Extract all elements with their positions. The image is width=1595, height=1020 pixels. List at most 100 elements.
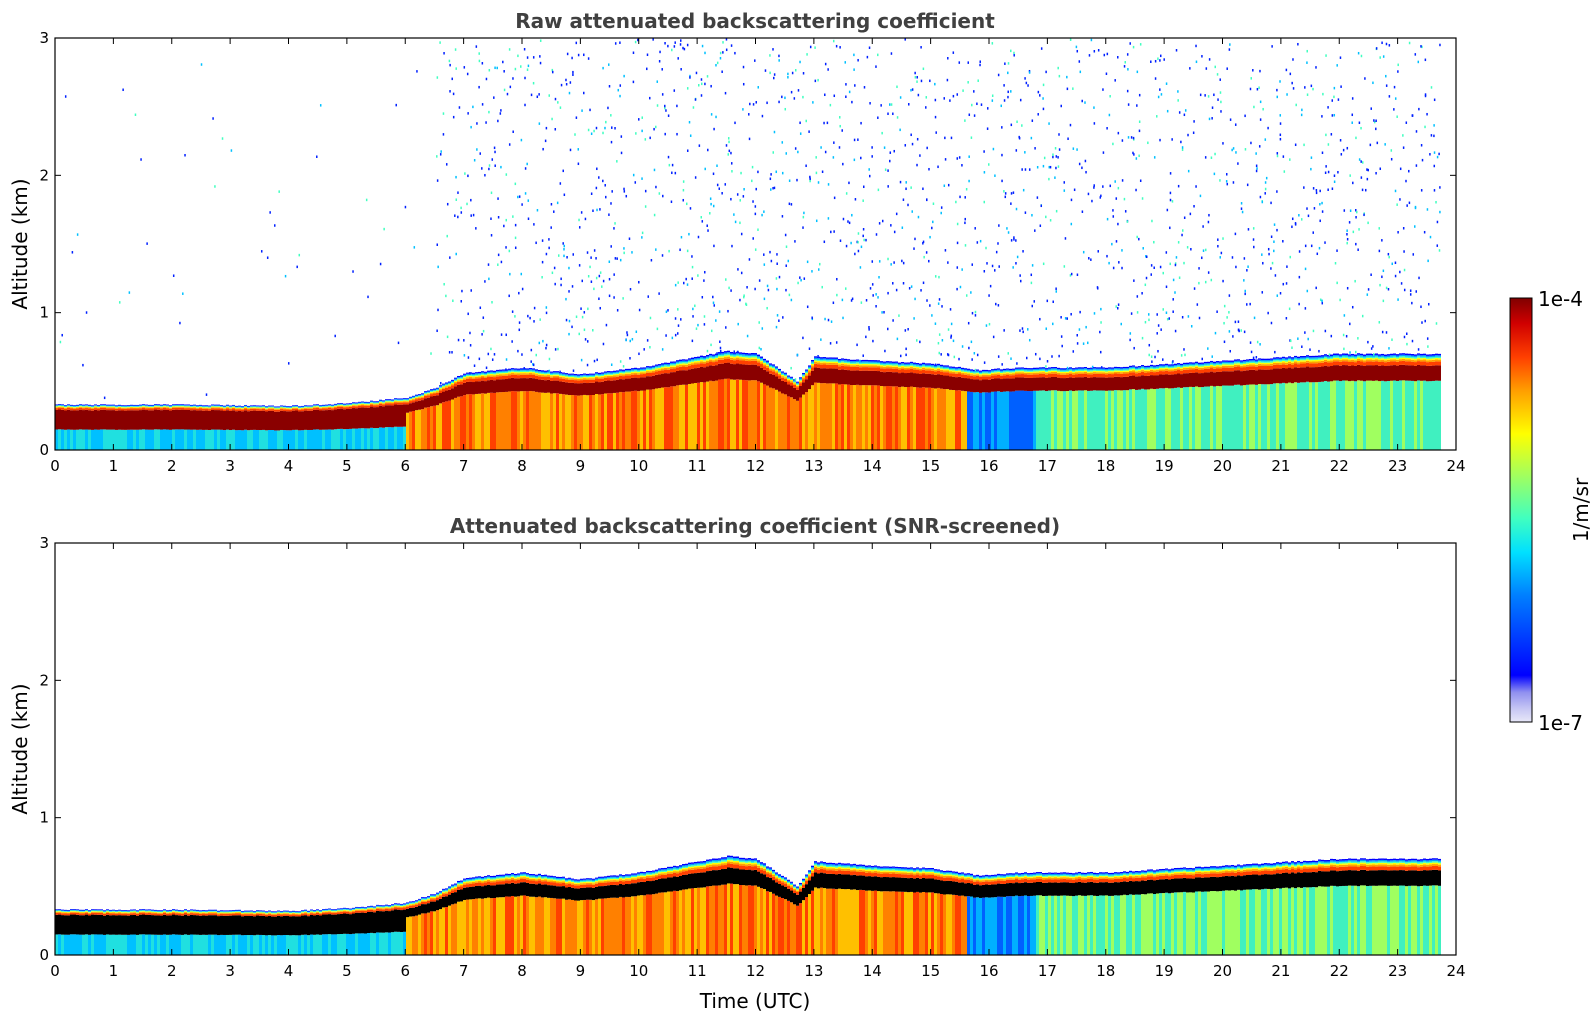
noise-point	[821, 170, 824, 174]
noise-point	[1162, 271, 1164, 275]
cell-edge	[568, 378, 571, 380]
cell-edge	[682, 364, 685, 367]
noise-point	[623, 74, 625, 78]
cell-edge	[1012, 375, 1015, 379]
cell-edge	[1084, 373, 1087, 377]
noise-point	[1042, 164, 1045, 168]
cell-edge	[334, 404, 337, 406]
cell-core	[550, 380, 553, 394]
cell-edge	[274, 407, 277, 408]
cell-edge	[679, 363, 682, 366]
cell-edge	[355, 403, 358, 405]
cell-edge	[697, 359, 700, 361]
data-column	[898, 96, 902, 450]
noise-point	[1081, 99, 1083, 103]
cell-edge	[841, 362, 844, 364]
cell-low	[1177, 387, 1180, 450]
cell-edge	[442, 388, 445, 392]
noise-point	[784, 96, 786, 100]
data-column	[538, 39, 542, 450]
cell-edge	[721, 353, 724, 355]
noise-point	[527, 199, 530, 202]
cell-edge	[1060, 374, 1063, 379]
cell-low	[382, 427, 385, 450]
cell-low	[685, 384, 688, 450]
cell-edge	[931, 367, 934, 369]
cell-edge	[193, 408, 196, 411]
cell-edge	[598, 375, 601, 377]
cell-low	[265, 430, 268, 450]
cell-edge	[1153, 369, 1156, 371]
cell-core	[1216, 371, 1219, 386]
cell-edge	[775, 368, 778, 371]
cell-edge	[142, 405, 145, 407]
cell-edge	[649, 371, 652, 373]
cell-edge	[1060, 369, 1063, 371]
noise-point	[1049, 219, 1052, 222]
data-column	[274, 224, 277, 450]
cell-edge	[1096, 367, 1099, 369]
cell-core	[409, 403, 412, 412]
data-column	[760, 114, 764, 450]
cell-edge	[712, 357, 715, 359]
cell-edge	[1198, 369, 1201, 374]
cell-edge	[820, 362, 823, 365]
noise-point	[520, 272, 523, 276]
cell-edge	[700, 363, 703, 367]
data-column	[991, 42, 995, 450]
cell-edge	[913, 363, 916, 366]
cell-edge	[640, 372, 643, 375]
cell-edge	[1054, 371, 1057, 374]
cell-core	[673, 372, 676, 387]
cell-low	[505, 391, 508, 450]
noise-point	[503, 224, 505, 228]
cell-edge	[973, 374, 976, 377]
cell-edge	[349, 405, 352, 406]
cell-edge	[1075, 370, 1078, 372]
noise-point	[1136, 311, 1139, 314]
cell-edge	[544, 375, 547, 378]
cell-low	[73, 429, 76, 450]
data-column	[337, 403, 340, 450]
cell-edge	[331, 406, 334, 407]
cell-edge	[583, 374, 586, 376]
data-column	[1051, 153, 1054, 450]
cell-edge	[238, 409, 241, 411]
cell-edge	[229, 405, 232, 407]
noise-point	[905, 347, 907, 351]
noise-point	[457, 215, 459, 219]
cell-edge	[721, 356, 724, 358]
cell-edge	[193, 404, 196, 406]
cell-core	[205, 410, 208, 430]
cell-edge	[739, 352, 742, 354]
cell-edge	[631, 373, 634, 375]
data-column	[1024, 77, 1028, 450]
cell-low	[574, 395, 577, 450]
cell-edge	[337, 405, 340, 407]
noise-point	[730, 44, 733, 47]
noise-point	[518, 321, 521, 324]
data-column	[1060, 104, 1063, 450]
cell-low	[844, 384, 847, 450]
cell-edge	[253, 407, 256, 408]
data-column	[301, 405, 304, 450]
data-column	[298, 253, 301, 450]
data-column	[835, 44, 838, 450]
cell-edge	[1132, 369, 1135, 371]
data-column	[655, 80, 659, 450]
cell-edge	[580, 380, 583, 384]
noise-point	[931, 226, 933, 230]
cell-edge	[592, 375, 595, 378]
data-column	[553, 97, 557, 450]
data-column	[682, 46, 686, 450]
cell-edge	[358, 405, 361, 408]
noise-point	[979, 239, 982, 243]
cell-core	[895, 372, 898, 387]
cell-edge	[901, 365, 904, 368]
cell-edge	[697, 356, 700, 359]
noise-point	[287, 362, 290, 365]
data-column	[517, 54, 521, 450]
cell-low	[958, 390, 961, 450]
noise-point	[854, 84, 856, 87]
noise-point	[520, 65, 522, 68]
